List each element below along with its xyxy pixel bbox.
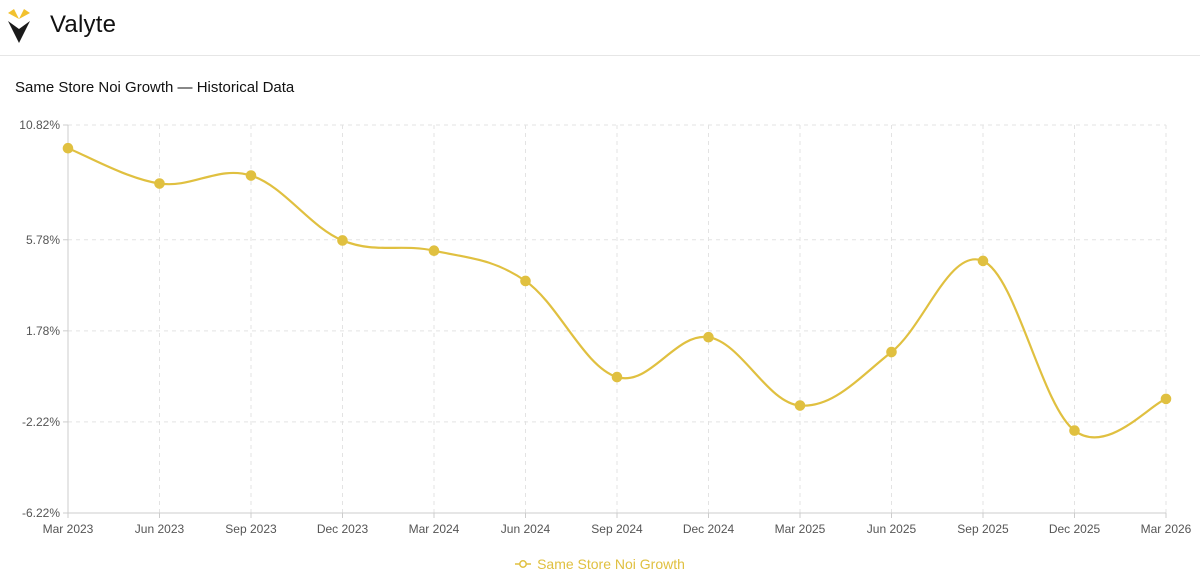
brand-name[interactable]: Valyte bbox=[50, 11, 117, 38]
y-tick-label: -6.22% bbox=[22, 506, 60, 520]
valyte-logo-icon[interactable] bbox=[8, 9, 30, 43]
chart-legend[interactable]: Same Store Noi Growth bbox=[0, 556, 1200, 572]
data-point bbox=[1069, 425, 1080, 436]
y-tick-label: 5.78% bbox=[26, 233, 60, 247]
data-point bbox=[794, 400, 806, 411]
x-tick-label: Mar 2026 bbox=[1141, 522, 1192, 536]
data-point bbox=[520, 275, 531, 287]
data-point bbox=[428, 245, 440, 256]
x-tick-label: Jun 2025 bbox=[867, 522, 917, 536]
data-point bbox=[154, 178, 165, 189]
series-line bbox=[67, 147, 1167, 439]
data-point bbox=[886, 346, 897, 358]
x-tick-label: Dec 2024 bbox=[683, 522, 735, 536]
x-tick-label: Jun 2024 bbox=[501, 522, 551, 536]
data-point bbox=[611, 371, 623, 383]
data-point bbox=[62, 142, 74, 154]
x-tick-label: Mar 2023 bbox=[43, 522, 94, 536]
data-point bbox=[977, 255, 989, 267]
data-point bbox=[1160, 393, 1172, 405]
app-header: Valyte bbox=[0, 0, 1200, 56]
chart-title: Same Store Noi Growth — Historical Data bbox=[15, 79, 295, 96]
data-point bbox=[245, 170, 257, 181]
x-tick-label: Dec 2025 bbox=[1049, 522, 1101, 536]
y-tick-label: 10.82% bbox=[19, 118, 60, 132]
x-tick-label: Mar 2025 bbox=[775, 522, 826, 536]
y-tick-label: 1.78% bbox=[26, 324, 60, 338]
x-tick-label: Jun 2023 bbox=[135, 522, 185, 536]
data-point bbox=[703, 331, 714, 343]
data-point bbox=[337, 235, 348, 246]
legend-line-marker-icon bbox=[515, 560, 532, 568]
x-tick-label: Sep 2025 bbox=[957, 522, 1009, 536]
x-tick-label: Sep 2024 bbox=[591, 522, 643, 536]
y-tick-label: -2.22% bbox=[22, 415, 60, 429]
x-tick-label: Dec 2023 bbox=[317, 522, 369, 536]
x-tick-label: Mar 2024 bbox=[409, 522, 460, 536]
legend-label: Same Store Noi Growth bbox=[537, 556, 685, 572]
x-tick-label: Sep 2023 bbox=[225, 522, 277, 536]
